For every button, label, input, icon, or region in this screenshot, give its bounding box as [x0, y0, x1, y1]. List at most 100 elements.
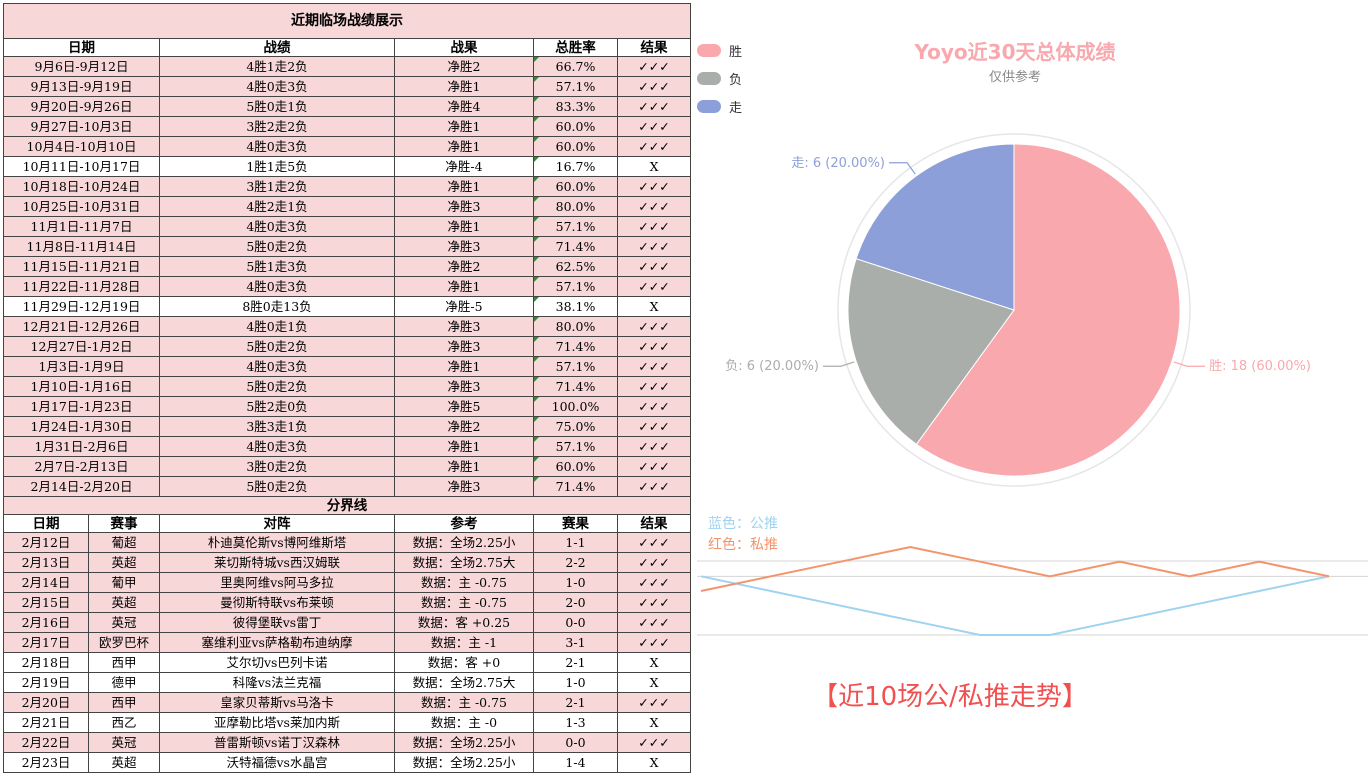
weekly-header-cell: 总胜率: [533, 38, 618, 57]
weekly-result: ✓✓✓: [616, 396, 692, 417]
match-score: 0-0: [533, 612, 618, 633]
results-table: 近期临场战绩展示 日期 战绩 战果 总胜率 结果 9月6日-9月12日 4胜1走2负 净胜2 66…: [2, 3, 692, 773]
match-league: 葡超: [88, 532, 160, 553]
weekly-row: 11月1日-11月7日 4胜0走3负 净胜1 57.1% ✓✓✓: [3, 216, 692, 237]
weekly-result: ✓✓✓: [616, 276, 692, 297]
weekly-row: 9月20日-9月26日 5胜0走1负 净胜4 83.3% ✓✓✓: [3, 96, 692, 117]
match-score: 2-1: [533, 652, 618, 673]
weekly-row: 2月7日-2月13日 3胜0走2负 净胜1 60.0% ✓✓✓: [3, 456, 692, 477]
pie-legend-item[interactable]: 走: [697, 92, 742, 120]
match-ref: 数据：全场2.75大: [394, 552, 534, 573]
weekly-result: ✓✓✓: [616, 216, 692, 237]
weekly-row: 10月25日-10月31日 4胜2走1负 净胜3 80.0% ✓✓✓: [3, 196, 692, 217]
weekly-net: 净胜1: [394, 216, 534, 237]
match-date: 2月23日: [3, 752, 89, 773]
weekly-date: 9月6日-9月12日: [3, 56, 160, 77]
weekly-record: 5胜0走2负: [159, 476, 395, 497]
weekly-rate: 66.7%: [533, 56, 618, 77]
weekly-row: 1月31日-2月6日 4胜0走3负 净胜1 57.1% ✓✓✓: [3, 436, 692, 457]
weekly-row: 9月6日-9月12日 4胜1走2负 净胜2 66.7% ✓✓✓: [3, 56, 692, 77]
match-league: 英超: [88, 592, 160, 613]
weekly-net: 净胜1: [394, 76, 534, 97]
weekly-date: 12月27日-1月2日: [3, 336, 160, 357]
weekly-header-cell: 战绩: [159, 38, 395, 57]
weekly-row: 10月18日-10月24日 3胜1走2负 净胜1 60.0% ✓✓✓: [3, 176, 692, 197]
match-score: 2-2: [533, 552, 618, 573]
match-result: ✓✓✓: [616, 572, 692, 593]
fan-icon: [697, 99, 721, 113]
weekly-date: 11月1日-11月7日: [3, 216, 160, 237]
weekly-row: 1月17日-1月23日 5胜2走0负 净胜5 100.0% ✓✓✓: [3, 396, 692, 417]
weekly-net: 净胜1: [394, 276, 534, 297]
weekly-result: ✓✓✓: [616, 176, 692, 197]
weekly-net: 净胜1: [394, 436, 534, 457]
weekly-rate: 62.5%: [533, 256, 618, 277]
weekly-header-cell: 战果: [394, 38, 534, 57]
weekly-date: 11月15日-11月21日: [3, 256, 160, 277]
weekly-date: 1月24日-1月30日: [3, 416, 160, 437]
match-score: 2-1: [533, 692, 618, 713]
weekly-row: 9月27日-10月3日 3胜2走2负 净胜1 60.0% ✓✓✓: [3, 116, 692, 137]
weekly-rate: 60.0%: [533, 456, 618, 477]
weekly-date: 10月25日-10月31日: [3, 196, 160, 217]
weekly-net: 净胜2: [394, 56, 534, 77]
weekly-net: 净胜1: [394, 136, 534, 157]
weekly-net: 净胜-5: [394, 296, 534, 317]
weekly-result: ✓✓✓: [616, 436, 692, 457]
weekly-header-row: 日期 战绩 战果 总胜率 结果: [3, 38, 692, 57]
match-row: 2月13日 英超 莱切斯特城vs西汉姆联 数据：全场2.75大 2-2 ✓✓✓: [3, 552, 692, 573]
table-title-row: 近期临场战绩展示: [2, 3, 692, 39]
weekly-rate: 57.1%: [533, 216, 618, 237]
weekly-net: 净胜3: [394, 236, 534, 257]
weekly-date: 1月31日-2月6日: [3, 436, 160, 457]
match-match: 沃特福德vs水晶宫: [159, 752, 395, 773]
match-result: X: [616, 712, 692, 733]
match-row: 2月19日 德甲 科隆vs法兰克福 数据：全场2.75大 1-0 X: [3, 672, 692, 693]
match-ref: 数据：全场2.25小: [394, 532, 534, 553]
weekly-rate: 60.0%: [533, 136, 618, 157]
weekly-header-cell: 结果: [616, 38, 692, 57]
match-score: 0-0: [533, 732, 618, 753]
weekly-date: 1月10日-1月16日: [3, 376, 160, 397]
match-row: 2月21日 西乙 亚摩勒比塔vs莱加内斯 数据：主 -0 1-3 X: [3, 712, 692, 733]
weekly-net: 净胜3: [394, 196, 534, 217]
pie-slice[interactable]: [855, 143, 1015, 311]
weekly-rate: 80.0%: [533, 316, 618, 337]
match-date: 2月13日: [3, 552, 89, 573]
trend-series-line: [700, 545, 1330, 592]
match-league: 德甲: [88, 672, 160, 693]
match-league: 英冠: [88, 612, 160, 633]
match-score: 2-0: [533, 592, 618, 613]
pie-slice[interactable]: [847, 258, 1015, 445]
pie-legend-item[interactable]: 负: [697, 64, 742, 92]
match-match: 朴迪莫伦斯vs博阿维斯塔: [159, 532, 395, 553]
table-title: 近期临场战绩展示: [2, 3, 692, 39]
weekly-rate: 83.3%: [533, 96, 618, 117]
weekly-header-cell: 日期: [3, 38, 160, 57]
fan-icon: [697, 43, 721, 57]
weekly-rate: 71.4%: [533, 236, 618, 257]
weekly-record: 3胜2走2负: [159, 116, 395, 137]
trend-chart: [697, 545, 1368, 636]
match-date: 2月12日: [3, 532, 89, 553]
weekly-date: 10月18日-10月24日: [3, 176, 160, 197]
weekly-date: 11月8日-11月14日: [3, 236, 160, 257]
match-header-cell: 参考: [394, 514, 534, 533]
match-row: 2月16日 英冠 彼得堡联vs雷丁 数据：客 +0.25 0-0 ✓✓✓: [3, 612, 692, 633]
pie-legend-item[interactable]: 胜: [697, 36, 742, 64]
pie-label-line: [822, 361, 855, 367]
match-ref: 数据：主 -0.75: [394, 572, 534, 593]
match-league: 西甲: [88, 692, 160, 713]
weekly-result: ✓✓✓: [616, 476, 692, 497]
match-date: 2月18日: [3, 652, 89, 673]
pie-slice[interactable]: [915, 143, 1181, 477]
match-row: 2月15日 英超 曼彻斯特联vs布莱顿 数据：主 -0.75 2-0 ✓✓✓: [3, 592, 692, 613]
weekly-result: X: [616, 156, 692, 177]
match-match: 莱切斯特城vs西汉姆联: [159, 552, 395, 573]
weekly-net: 净胜1: [394, 116, 534, 137]
pie-label-line: [1173, 361, 1206, 367]
weekly-net: 净胜3: [394, 476, 534, 497]
match-result: ✓✓✓: [616, 612, 692, 633]
weekly-row: 1月10日-1月16日 5胜0走2负 净胜3 71.4% ✓✓✓: [3, 376, 692, 397]
weekly-result: ✓✓✓: [616, 96, 692, 117]
